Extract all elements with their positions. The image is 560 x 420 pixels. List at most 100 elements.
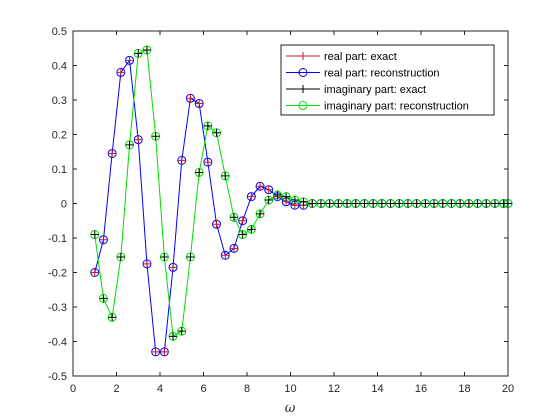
x-tick-label: 20 — [502, 383, 514, 395]
data-point — [186, 252, 195, 261]
x-tick-label: 18 — [458, 383, 470, 395]
data-point — [221, 171, 230, 180]
y-tick-label: 0.2 — [52, 130, 67, 142]
y-tick-label: 0.4 — [52, 61, 67, 73]
legend-entry: imaginary part: reconstruction — [286, 101, 469, 113]
data-point — [395, 199, 404, 208]
x-tick-label: 14 — [371, 383, 383, 395]
y-tick-label: 0.3 — [52, 95, 67, 107]
data-point — [169, 332, 178, 341]
data-point — [360, 199, 369, 208]
data-point — [456, 199, 465, 208]
legend-entry: real part: reconstruction — [286, 68, 440, 80]
x-axis-label: ω — [285, 401, 296, 416]
y-tick-label: -0.4 — [48, 337, 67, 349]
data-point — [195, 168, 204, 177]
data-point — [403, 199, 412, 208]
data-point — [134, 49, 143, 58]
data-point — [369, 199, 378, 208]
data-point — [169, 263, 178, 272]
x-tick-label: 10 — [284, 383, 296, 395]
data-point — [412, 199, 421, 208]
data-point — [116, 252, 125, 261]
data-point — [186, 94, 195, 103]
legend-label: imaginary part: reconstruction — [324, 101, 469, 113]
data-point — [256, 182, 265, 191]
data-point — [464, 199, 473, 208]
data-point — [247, 192, 256, 201]
x-tick-label: 4 — [157, 383, 163, 395]
data-point — [195, 99, 204, 108]
data-point — [290, 196, 299, 205]
data-point — [334, 199, 343, 208]
legend-entry: real part: exact — [286, 51, 397, 63]
data-point — [229, 213, 238, 222]
data-point — [316, 199, 325, 208]
data-point — [504, 199, 512, 208]
data-point — [273, 190, 282, 199]
data-point — [377, 199, 386, 208]
data-point — [212, 128, 221, 137]
x-tick-label: 8 — [244, 383, 250, 395]
data-point — [343, 199, 352, 208]
data-point — [299, 197, 308, 206]
legend-label: real part: reconstruction — [324, 68, 440, 80]
data-point — [447, 199, 456, 208]
x-tick-label: 6 — [200, 383, 206, 395]
y-tick-label: -0.1 — [48, 233, 67, 245]
x-tick-label: 12 — [328, 383, 340, 395]
data-point — [229, 244, 238, 253]
data-point — [151, 347, 160, 356]
data-point — [125, 56, 134, 65]
data-point — [264, 196, 273, 205]
series-layer — [90, 45, 513, 357]
data-point — [90, 268, 99, 277]
data-point — [421, 199, 430, 208]
legend-label: imaginary part: exact — [324, 84, 426, 96]
data-point — [308, 199, 317, 208]
data-point — [212, 220, 221, 229]
legend: real part: exact real part: reconstructio… — [280, 44, 495, 116]
data-point — [160, 347, 169, 356]
data-point — [108, 149, 117, 158]
data-point — [264, 185, 273, 194]
y-tick-label: 0 — [61, 199, 67, 211]
legend-swatch-marker — [299, 52, 307, 60]
y-tick-label: -0.2 — [48, 268, 67, 280]
data-point — [473, 199, 482, 208]
data-point — [351, 199, 360, 208]
data-point — [125, 140, 134, 149]
legend-swatch-marker — [298, 68, 308, 77]
data-point — [177, 156, 186, 165]
data-point — [325, 199, 334, 208]
data-point — [386, 199, 395, 208]
y-tick-label: 0.5 — [52, 26, 67, 38]
y-tick-label: 0.1 — [52, 164, 67, 176]
data-point — [438, 199, 447, 208]
data-point — [142, 45, 151, 54]
legend-swatch-marker — [299, 85, 307, 93]
data-point — [160, 252, 169, 261]
data-point — [490, 199, 499, 208]
y-tick-label: -0.3 — [48, 302, 67, 314]
data-point — [482, 199, 491, 208]
data-point — [221, 251, 230, 260]
data-point — [177, 327, 186, 336]
series-2 — [90, 45, 512, 341]
axis-ticks: 0 2 4 6 8 10 12 14 16 18 20 -0.5 -0.4 -0.3 -0.2 -0.1 0 0.… — [48, 26, 514, 395]
legend-entry: imaginary part: exact — [286, 84, 426, 96]
data-point — [142, 259, 151, 268]
data-point — [247, 225, 256, 234]
data-point — [203, 158, 212, 167]
legend-swatch-marker — [298, 101, 308, 110]
x-tick-label: 0 — [70, 383, 76, 395]
data-point — [116, 68, 125, 77]
data-point — [151, 132, 160, 141]
data-point — [99, 235, 108, 244]
legend-label: real part: exact — [324, 51, 397, 63]
data-point — [256, 209, 265, 218]
data-point — [238, 216, 247, 225]
data-point — [430, 199, 439, 208]
data-point — [134, 135, 143, 144]
legend-box — [280, 44, 495, 116]
